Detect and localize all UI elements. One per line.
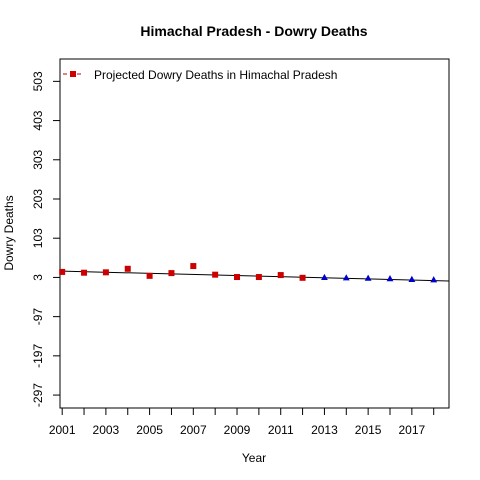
data-point-square [255,274,262,281]
data-point-square [277,272,284,279]
x-tick-label: 2005 [136,423,163,437]
data-point-square [146,272,153,279]
data-point-triangle [408,275,416,282]
y-tick-label: 3 [31,274,45,281]
data-points [59,263,438,283]
data-point-square [168,270,175,277]
x-tick-label: 2017 [398,423,425,437]
data-point-square [234,274,241,281]
chart-title: Himachal Pradesh - Dowry Deaths [140,23,367,39]
y-tick-label: 403 [31,110,45,130]
x-tick-label: 2007 [180,423,207,437]
data-point-square [190,263,197,270]
legend-marker [70,71,76,77]
data-point-square [212,271,219,278]
plot-frame [59,58,450,409]
data-point-triangle [342,274,350,281]
trend-line-group [62,270,450,282]
data-point-triangle [321,273,328,281]
legend: Projected Dowry Deaths in Himachal Prade… [63,68,337,82]
data-point-triangle [364,274,372,281]
trend-line [62,270,450,282]
x-tick-label: 2011 [268,423,294,437]
x-tick-label: 2003 [93,423,120,437]
x-tick-label: 2013 [311,423,338,437]
y-tick-label: 303 [31,149,45,169]
y-axis-label: Dowry Deaths [2,195,16,270]
data-point-square [124,265,131,272]
y-tick-label: -297 [31,383,45,407]
x-axis-label: Year [242,451,266,465]
data-point-square [299,274,306,281]
y-tick-label: 203 [31,189,45,209]
y-tick-label: -97 [31,308,45,326]
y-axis: -297 -197 -97 3 103 203 303 403 503 [31,71,61,407]
data-point-triangle [386,274,394,282]
data-point-triangle [430,276,438,283]
legend-label: Projected Dowry Deaths in Himachal Prade… [94,68,337,82]
data-point-square [59,268,66,275]
x-axis: 2001 2003 2005 2007 2009 2011 2013 2015 2017 [49,407,435,437]
data-point-square [81,269,88,276]
data-point-square [102,269,109,276]
y-tick-label: -197 [31,344,45,368]
y-tick-label: 503 [31,71,45,91]
x-tick-label: 2015 [355,423,382,437]
x-tick-label: 2001 [49,423,76,437]
x-tick-label: 2009 [224,423,251,437]
y-tick-label: 103 [31,228,45,248]
